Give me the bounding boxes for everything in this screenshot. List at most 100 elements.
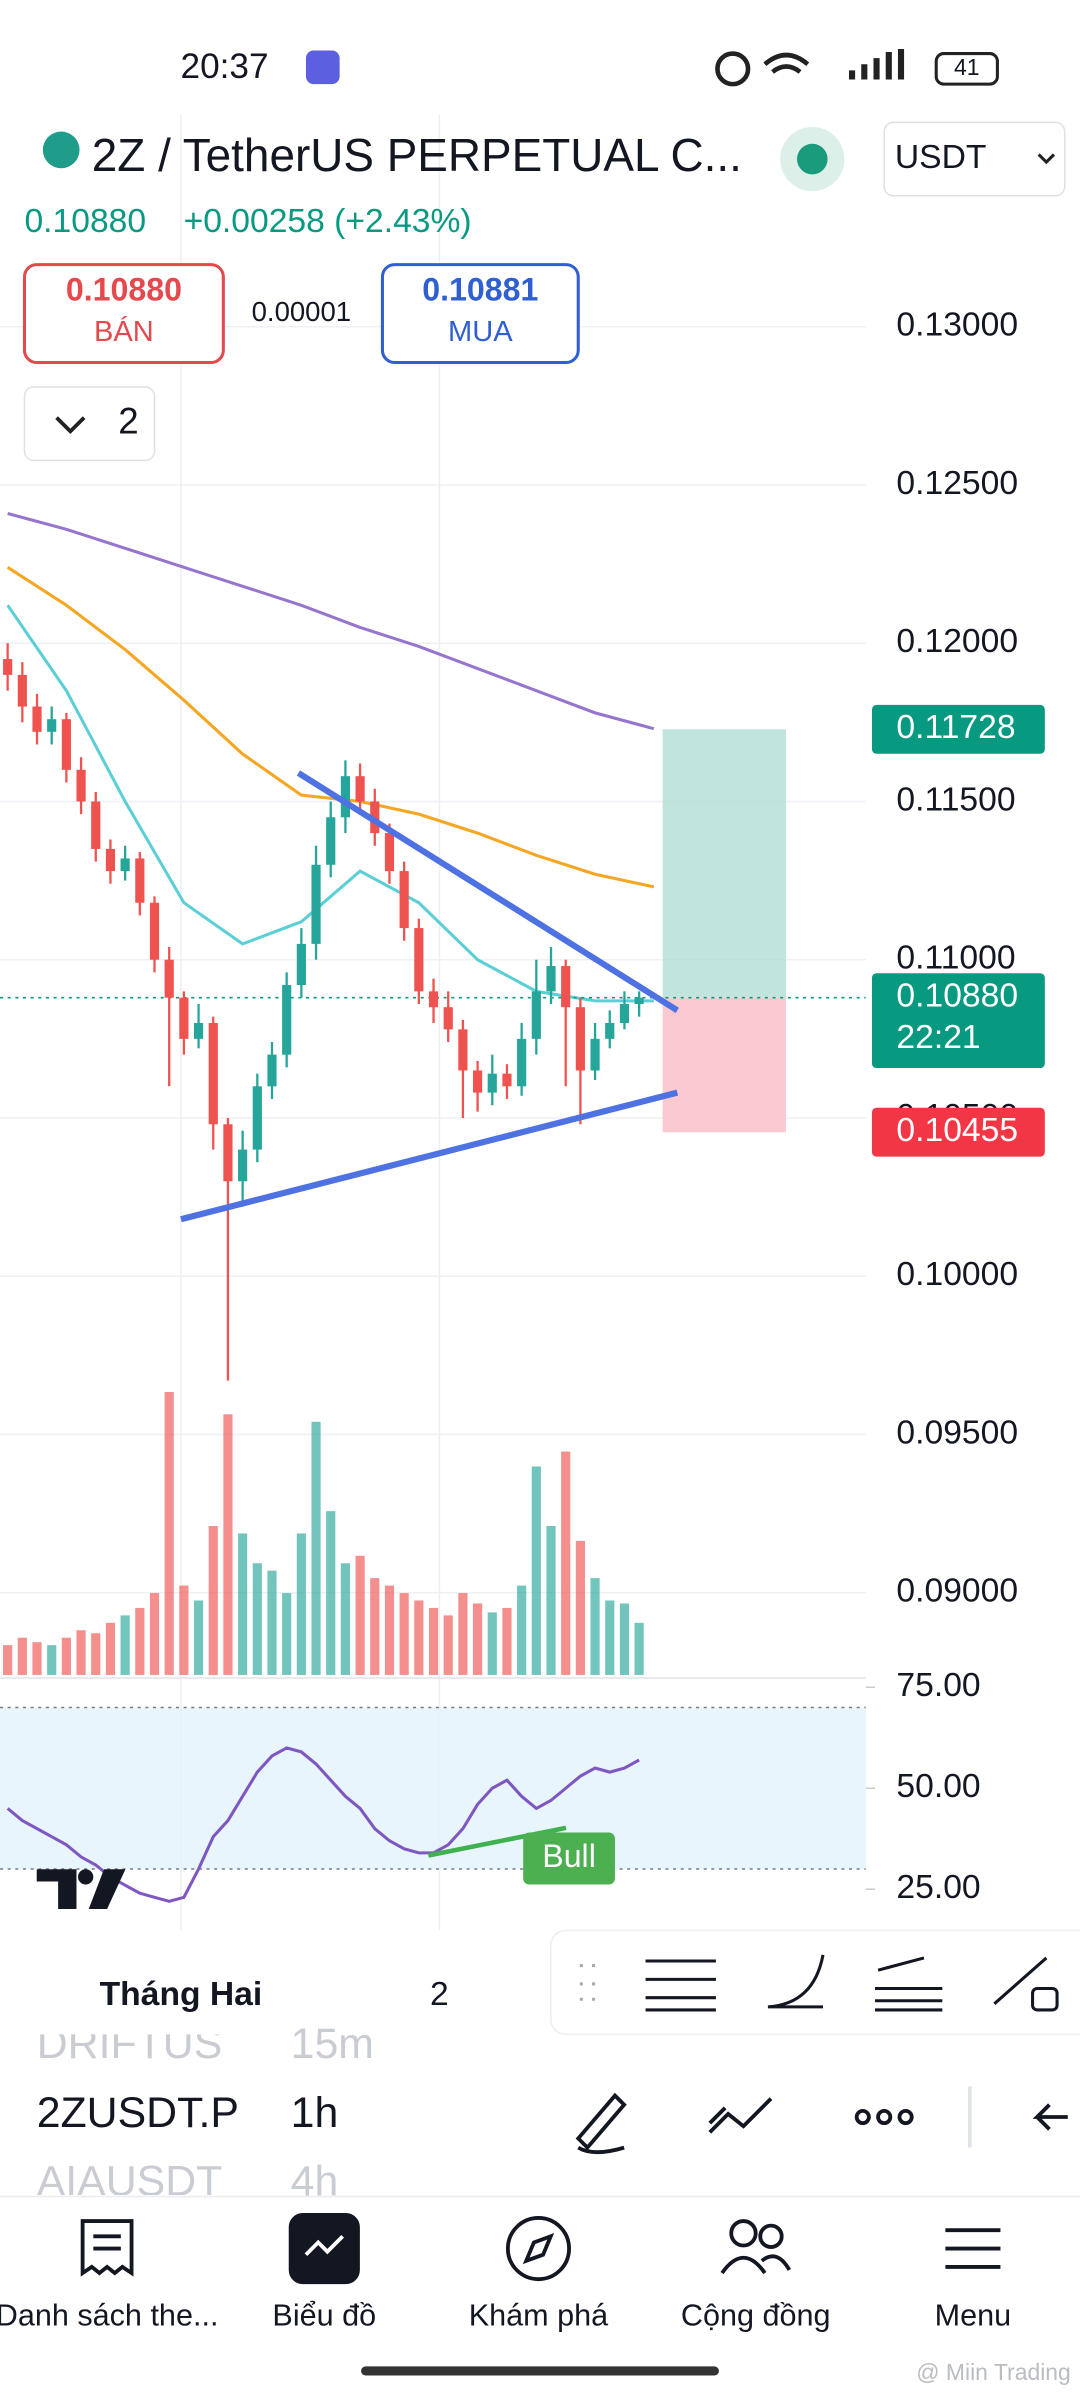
divergence-label: Bull [542, 1838, 596, 1874]
nav-item[interactable]: Khám phá [469, 2298, 608, 2332]
currency: USDT [895, 139, 987, 176]
symbol-item[interactable]: 2ZUSDT.P [37, 2089, 239, 2137]
volume-bar [267, 1570, 277, 1675]
watermark: @ Miin Trading [916, 2359, 1071, 2385]
volume-bar [546, 1526, 556, 1675]
y-tick-label: 0.11500 [896, 781, 1015, 818]
candle-body [120, 858, 130, 872]
interval-item[interactable]: 1h [291, 2089, 339, 2137]
rsi-tick-label: 50.00 [896, 1768, 980, 1805]
candle-body [634, 997, 644, 1005]
nav-item[interactable]: Biểu đồ [272, 2298, 376, 2332]
candle-body [3, 659, 13, 675]
volume-bar [3, 1645, 13, 1675]
undo-button[interactable] [1032, 2103, 1068, 2131]
candle-body [619, 1004, 630, 1024]
stop-label-text: 0.10455 [896, 1112, 1018, 1149]
sell-button[interactable] [22, 263, 225, 365]
candle-body [135, 858, 145, 903]
y-tick-label: 0.12000 [896, 623, 1018, 660]
buy-button[interactable] [380, 263, 580, 365]
spread: 0.00001 [252, 296, 351, 327]
volume-bar [32, 1642, 42, 1675]
volume-bar [135, 1607, 145, 1675]
volume-bar [590, 1578, 600, 1675]
candle-body [472, 1070, 483, 1093]
candle-body [605, 1023, 615, 1039]
candle-body [296, 943, 306, 986]
stop-label [871, 1107, 1045, 1157]
nav-item[interactable]: Danh sách the... [0, 2298, 218, 2332]
candle-body [179, 997, 189, 1039]
sell-price: 0.10880 [66, 272, 182, 308]
volume-bar [296, 1533, 306, 1675]
candle-body [414, 928, 424, 992]
toolbar-icons [579, 1954, 1059, 2012]
y-tick-label: 0.09000 [896, 1573, 1018, 1610]
volume-bar [458, 1593, 468, 1675]
curve-tool[interactable] [767, 1954, 825, 2009]
action-icons [575, 2086, 1068, 2155]
price-label-text: 0.10880 [896, 978, 1018, 1015]
nav-item[interactable]: Menu [935, 2298, 1012, 2332]
candle-body [517, 1038, 527, 1087]
stop-zone [662, 997, 786, 1133]
candle-body [340, 776, 351, 818]
volume-bar [502, 1607, 512, 1675]
draw-button[interactable] [575, 2092, 627, 2155]
currency-select[interactable] [883, 121, 1066, 197]
symbol-item[interactable]: DRIFTUS [37, 2020, 223, 2068]
symbol-logo [42, 131, 80, 169]
volume-bar [370, 1578, 380, 1675]
trend-button[interactable] [708, 2097, 773, 2134]
rsi-tick-label: 25.00 [896, 1869, 980, 1906]
candle-body [282, 985, 292, 1055]
last-price: 0.10880 [24, 203, 146, 240]
interval-item[interactable]: 15m [291, 2020, 374, 2068]
price-label [871, 973, 1045, 1069]
volume-bar [384, 1585, 395, 1675]
candle-body [428, 991, 439, 1008]
line-tool[interactable] [993, 1956, 1048, 2005]
volume-bar [311, 1421, 321, 1675]
chevron [1037, 153, 1056, 165]
candle-body [590, 1038, 600, 1071]
candle-body [384, 833, 395, 872]
candle-body [193, 1023, 204, 1039]
collapse-button[interactable] [23, 386, 156, 462]
buy-price: 0.10881 [422, 272, 538, 308]
symbol-title[interactable]: 2Z / TetherUS PERPETUAL C... [92, 129, 742, 181]
candle-body [267, 1054, 277, 1087]
interval-item[interactable]: 4h [291, 2158, 339, 2206]
fib-tool[interactable] [645, 1959, 716, 2012]
trendline [296, 770, 679, 1013]
volume-bar [428, 1607, 439, 1675]
volume-bar [634, 1622, 644, 1675]
drawing-toolbar [549, 1929, 1080, 2036]
candle-body [238, 1149, 248, 1182]
volume-bar [487, 1612, 497, 1675]
signal-icon [849, 48, 905, 80]
candle-body [458, 1029, 468, 1071]
symbol-item[interactable]: AIAUSDT [37, 2158, 223, 2206]
tv-logo [36, 1869, 126, 1909]
divergence-badge [523, 1832, 615, 1885]
volume-bar [340, 1563, 351, 1675]
tv-logo-dot [78, 1869, 94, 1885]
app-icon [305, 50, 340, 85]
volume-bar [149, 1593, 160, 1675]
battery [934, 52, 999, 86]
nav-item[interactable]: Cộng đồng [681, 2298, 831, 2332]
home-indicator [361, 2366, 719, 2376]
trendline [180, 1089, 679, 1223]
candle-body [502, 1073, 512, 1087]
price-change: +0.00258 (+2.43%) [184, 203, 472, 240]
candle-body [149, 902, 160, 960]
candle-body [47, 719, 57, 732]
pitchfork-tool[interactable] [875, 1956, 943, 2012]
volume-bar [517, 1585, 527, 1675]
moving-average [6, 565, 655, 889]
candle-body [561, 966, 571, 1008]
candle-body [76, 769, 86, 802]
volume-bar [61, 1637, 71, 1675]
